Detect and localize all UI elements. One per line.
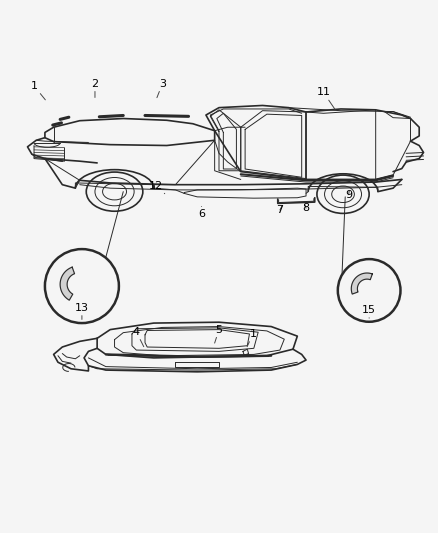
Text: 2: 2: [92, 79, 99, 98]
Text: 6: 6: [198, 206, 205, 219]
Text: 11: 11: [316, 87, 335, 109]
Text: 3: 3: [157, 79, 166, 98]
Polygon shape: [60, 267, 74, 300]
Text: 13: 13: [75, 303, 89, 319]
Text: 5: 5: [215, 325, 223, 343]
Text: 4: 4: [133, 327, 144, 346]
Text: 12: 12: [149, 181, 165, 193]
Text: 7: 7: [276, 205, 283, 215]
Text: 1: 1: [247, 329, 256, 346]
Text: 9: 9: [345, 190, 352, 200]
Text: 15: 15: [362, 305, 376, 318]
Polygon shape: [351, 273, 372, 294]
Text: 8: 8: [303, 203, 310, 213]
Text: 1: 1: [31, 81, 46, 100]
